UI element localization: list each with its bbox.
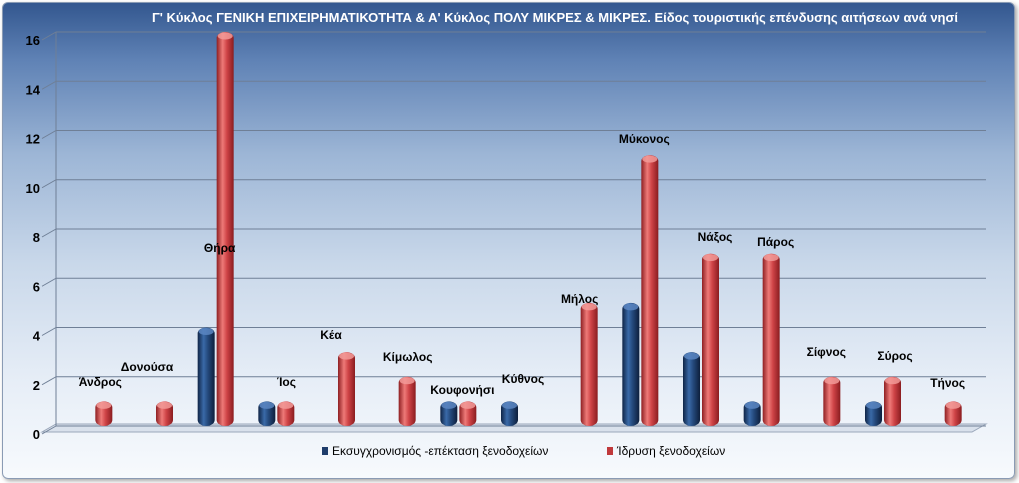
- gridline-side: [41, 31, 57, 41]
- y-tick-label: 0: [33, 427, 40, 442]
- y-tick-label: 14: [26, 82, 41, 97]
- bar-modernization-cap: [744, 401, 760, 409]
- bar-establishment-cap: [581, 303, 597, 311]
- y-tick-label: 16: [26, 33, 40, 48]
- bar-modernization-cap: [866, 401, 881, 409]
- bar-establishment-cap: [642, 155, 658, 163]
- bar-establishment-cap: [703, 254, 718, 262]
- legend-label-establishment: Ίδρυση ξενοδοχείων: [616, 444, 725, 458]
- bar-modernization-cap: [684, 352, 699, 360]
- category-label: Νάξος: [698, 230, 733, 244]
- y-tick-label: 8: [33, 230, 40, 245]
- category-label: Πάρος: [757, 235, 794, 249]
- bar-establishment-cap: [763, 254, 779, 262]
- gridline-side: [41, 376, 57, 386]
- chart-floor: [40, 423, 988, 433]
- legend-swatch-establishment: [607, 447, 613, 455]
- legend-label-modernization: Εκσυγχρονισμός -επέκταση ξενοδοχείων: [332, 444, 548, 458]
- bar-establishment: [338, 352, 355, 426]
- bar-establishment: [641, 155, 659, 426]
- bar-establishment-cap: [217, 32, 233, 40]
- chart-title: Γ' Κύκλος ΓΕΝΙΚΗ ΕΠΙΧΕΙΡΗΜΑΤΙΚΟΤΗΤΑ & Α'…: [152, 10, 958, 25]
- bar-modernization: [683, 352, 700, 426]
- category-label: Κίμωλος: [383, 350, 433, 364]
- bar-establishment-cap: [945, 401, 961, 409]
- legend-swatch-modernization: [322, 447, 328, 455]
- bar-modernization-cap: [502, 401, 517, 409]
- y-tick-label: 12: [26, 132, 40, 147]
- category-label: Κέα: [320, 328, 342, 342]
- bar-establishment: [762, 253, 780, 426]
- bar-modernization: [622, 302, 640, 426]
- y-tick-label: 10: [26, 181, 40, 196]
- category-label: Κύθνος: [502, 372, 544, 386]
- bar-establishment-cap: [824, 377, 840, 385]
- bar-establishment-cap: [460, 401, 476, 409]
- bar-establishment: [580, 302, 598, 426]
- category-label: Κουφονήσι: [430, 383, 494, 397]
- gridline-side: [41, 327, 57, 336]
- bar-establishment: [823, 376, 841, 426]
- bar-establishment: [884, 376, 901, 426]
- bar-modernization-cap: [441, 401, 457, 409]
- category-label: Σύρος: [877, 349, 912, 363]
- bar-modernization-cap: [259, 401, 275, 409]
- gridline-side: [41, 80, 57, 90]
- bar-establishment-cap: [885, 377, 900, 385]
- gridline-side: [41, 130, 57, 139]
- gridline-side: [41, 277, 57, 287]
- bar-establishment: [216, 32, 234, 426]
- bar-establishment: [702, 253, 719, 426]
- legend: Εκσυγχρονισμός -επέκταση ξενοδοχείων Ίδρ…: [322, 444, 725, 458]
- gridline-side: [41, 179, 57, 189]
- category-label: Δονούσα: [121, 360, 174, 374]
- bar-modernization-cap: [623, 303, 639, 311]
- bar-establishment-cap: [157, 401, 172, 409]
- gridline-side: [41, 425, 57, 435]
- category-label: Μύκονος: [619, 132, 670, 146]
- bar-modernization-cap: [198, 328, 214, 335]
- category-label: Σίφνος: [807, 345, 846, 359]
- y-tick-label: 6: [33, 279, 40, 294]
- category-label: Τήνος: [930, 376, 965, 390]
- bar-modernization: [197, 327, 215, 426]
- category-label: Ίος: [277, 375, 296, 389]
- bar-establishment-cap: [339, 352, 354, 360]
- bar-establishment: [398, 376, 416, 426]
- y-tick-label: 2: [33, 378, 40, 393]
- category-label: Άνδρος: [79, 375, 122, 389]
- category-label: Μήλος: [561, 292, 598, 306]
- category-label: Θήρα: [204, 241, 236, 255]
- y-tick-label: 4: [33, 329, 41, 344]
- bar-establishment-cap: [278, 401, 294, 409]
- bar-establishment-cap: [399, 377, 415, 385]
- gridline-side: [41, 228, 57, 238]
- bar-establishment-cap: [96, 401, 112, 409]
